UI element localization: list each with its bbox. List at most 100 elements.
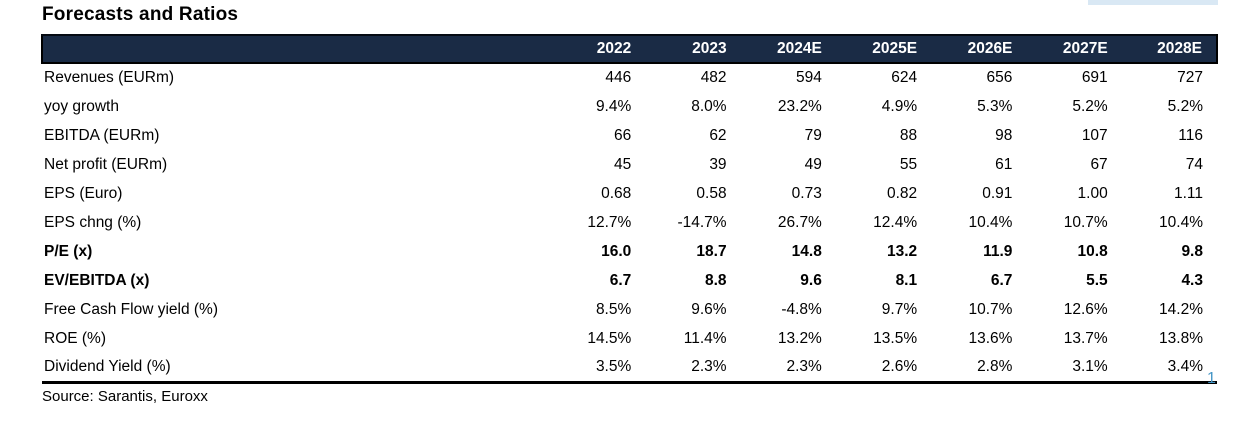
value-cell: 5.5 xyxy=(1086,271,1108,289)
value-cell: 13.8% xyxy=(1159,329,1203,347)
value-cell: 2.8% xyxy=(977,357,1013,375)
row-label: EPS chng (%) xyxy=(44,213,142,231)
value-cell: 5.2% xyxy=(1072,97,1108,115)
header-cell-2028e: 2028E xyxy=(1121,34,1219,64)
value-cell: 13.7% xyxy=(1063,329,1108,347)
value-cell: 13.6% xyxy=(968,329,1013,347)
table-row: Net profit (EURm) 45 39 49 55 61 67 74 xyxy=(42,150,1217,179)
value-cell: 11.9 xyxy=(983,242,1013,260)
value-cell: 656 xyxy=(986,69,1013,86)
value-cell: 12.4% xyxy=(873,213,918,231)
value-cell: 446 xyxy=(605,69,632,86)
value-cell: 74 xyxy=(1185,155,1203,173)
value-cell: 14.8 xyxy=(791,242,822,260)
accent-strip xyxy=(1088,0,1218,5)
table-header-row: 2022 2023 2024E 2025E 2026E 2027E 2028E xyxy=(41,34,1219,64)
value-cell: 8.8 xyxy=(705,271,727,289)
value-cell: 62 xyxy=(709,126,727,144)
value-cell: 10.4% xyxy=(968,213,1013,231)
header-cell-2022: 2022 xyxy=(550,34,646,64)
table-row: yoy growth 9.4% 8.0% 23.2% 4.9% 5.3% 5.2% 5.2% xyxy=(42,92,1217,121)
table-row: EBITDA (EURm) 66 62 79 88 98 107 116 xyxy=(42,121,1217,150)
row-label: EV/EBITDA (x) xyxy=(44,271,150,289)
value-cell: 0.58 xyxy=(696,184,727,202)
table-row: P/E (x) 16.0 18.7 14.8 13.2 11.9 10.8 9.8 xyxy=(42,237,1217,266)
row-label: P/E (x) xyxy=(44,242,93,260)
value-cell: 18.7 xyxy=(696,242,727,260)
value-cell: 10.8 xyxy=(1077,242,1108,260)
value-cell: 727 xyxy=(1177,69,1203,86)
value-cell: 66 xyxy=(614,126,632,144)
value-cell: 39 xyxy=(709,155,727,173)
row-label: Free Cash Flow yield (%) xyxy=(44,300,218,318)
value-cell: 16.0 xyxy=(601,242,632,260)
value-cell: 482 xyxy=(700,69,727,86)
value-cell: 49 xyxy=(804,155,822,173)
value-cell: 13.5% xyxy=(873,329,918,347)
value-cell: 6.7 xyxy=(990,271,1013,289)
row-label: ROE (%) xyxy=(44,329,106,347)
value-cell: 9.7% xyxy=(881,300,918,318)
value-cell: -14.7% xyxy=(677,213,727,231)
row-label: EPS (Euro) xyxy=(44,184,123,202)
value-cell: 691 xyxy=(1081,69,1108,86)
row-label: Revenues (EURm) xyxy=(44,69,175,86)
row-label: Dividend Yield (%) xyxy=(44,357,171,375)
table-header: 2022 2023 2024E 2025E 2026E 2027E 2028E xyxy=(41,34,1219,64)
table-row: Free Cash Flow yield (%) 8.5% 9.6% -4.8% 9.7… xyxy=(42,295,1217,324)
value-cell: 2.6% xyxy=(881,357,918,375)
value-cell: 61 xyxy=(995,155,1013,173)
value-cell: 5.2% xyxy=(1167,97,1203,115)
value-cell: 3.1% xyxy=(1072,357,1108,375)
value-cell: 26.7% xyxy=(777,213,822,231)
value-cell: -4.8% xyxy=(781,300,822,318)
value-cell: 98 xyxy=(995,126,1013,144)
value-cell: 4.3 xyxy=(1181,271,1203,289)
page-title: Forecasts and Ratios xyxy=(42,4,239,25)
value-cell: 9.6 xyxy=(800,271,822,289)
value-cell: 13.2% xyxy=(777,329,822,347)
value-cell: 79 xyxy=(804,126,822,144)
value-cell: 55 xyxy=(899,155,918,173)
header-cell-2026e: 2026E xyxy=(931,34,1027,64)
value-cell: 14.2% xyxy=(1159,300,1203,318)
value-cell: 4.9% xyxy=(881,97,918,115)
page-number: 1 xyxy=(1207,370,1216,387)
value-cell: 8.5% xyxy=(595,300,632,318)
value-cell: 12.6% xyxy=(1063,300,1108,318)
value-cell: 2.3% xyxy=(786,357,822,375)
value-cell: 13.2 xyxy=(886,242,918,260)
table-row: ROE (%) 14.5% 11.4% 13.2% 13.5% 13.6% 13.7% 13.… xyxy=(42,324,1217,353)
table-row: Revenues (EURm) 446 482 594 624 656 691 727 xyxy=(42,63,1217,92)
value-cell: 3.5% xyxy=(595,357,632,375)
value-cell: 624 xyxy=(891,69,918,86)
value-cell: 10.7% xyxy=(1063,213,1108,231)
value-cell: 9.8 xyxy=(1181,242,1203,260)
header-corner-cell xyxy=(41,34,550,64)
value-cell: 6.7 xyxy=(609,271,632,289)
value-cell: 9.4% xyxy=(595,97,632,115)
value-cell: 0.91 xyxy=(982,184,1013,202)
value-cell: 8.0% xyxy=(691,97,727,115)
table-body: Revenues (EURm) 446 482 594 624 656 691 727 yoy … xyxy=(42,63,1217,382)
value-cell: 2.3% xyxy=(691,357,727,375)
value-cell: 0.68 xyxy=(601,184,632,202)
value-cell: 594 xyxy=(795,69,822,86)
value-cell: 10.7% xyxy=(968,300,1013,318)
value-cell: 10.4% xyxy=(1159,213,1203,231)
value-cell: 8.1 xyxy=(895,271,918,289)
source-line: Source: Sarantis, Euroxx xyxy=(42,388,208,405)
row-label: EBITDA (EURm) xyxy=(44,126,160,144)
value-cell: 0.82 xyxy=(886,184,918,202)
value-cell: 11.4% xyxy=(683,329,727,347)
value-cell: 116 xyxy=(1178,126,1203,144)
header-cell-2024e: 2024E xyxy=(740,34,836,64)
table-row: EV/EBITDA (x) 6.7 8.8 9.6 8.1 6.7 5.5 4.3 xyxy=(42,266,1217,295)
value-cell: 9.6% xyxy=(691,300,727,318)
row-label: Net profit (EURm) xyxy=(44,155,168,173)
value-cell: 0.73 xyxy=(791,184,822,202)
value-cell: 3.4% xyxy=(1167,357,1203,375)
table-row: Dividend Yield (%) 3.5% 2.3% 2.3% 2.6% 2.8% 3.… xyxy=(42,353,1217,382)
value-cell: 107 xyxy=(1081,126,1108,144)
